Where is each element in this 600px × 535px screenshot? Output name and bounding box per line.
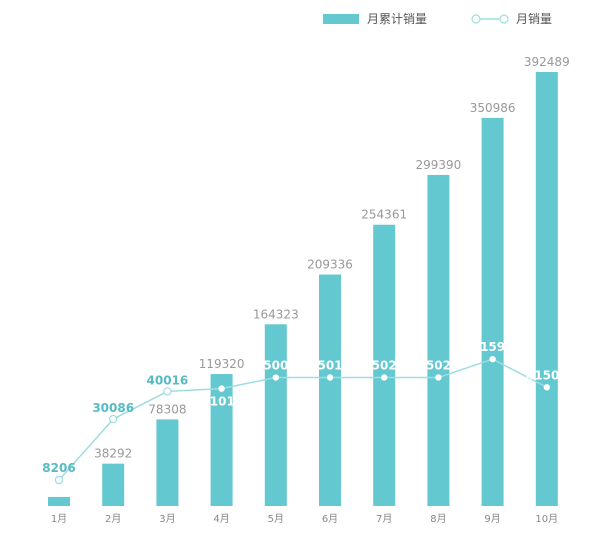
line-point-6 bbox=[326, 374, 334, 381]
x-tick-label-3: 3月 bbox=[159, 513, 175, 525]
line-value-label-8: 45029 bbox=[418, 358, 460, 372]
bar-value-label-5: 164323 bbox=[253, 307, 299, 321]
bar-6 bbox=[319, 274, 341, 506]
bar-value-label-9: 350986 bbox=[470, 101, 516, 115]
line-value-label-7: 45025 bbox=[363, 358, 405, 372]
bar-value-label-2: 38292 bbox=[94, 447, 132, 461]
line-point-4 bbox=[218, 385, 225, 392]
bar-value-label-10: 392489 bbox=[524, 55, 570, 69]
line-point-7 bbox=[381, 374, 388, 381]
line-value-label-2: 30086 bbox=[92, 401, 134, 415]
line-value-label-6: 45013 bbox=[309, 358, 351, 372]
legend-label-cumulative: 月累计销量 bbox=[367, 12, 428, 26]
line-value-label-3: 40016 bbox=[147, 373, 189, 387]
line-point-1 bbox=[54, 475, 64, 485]
bar-value-label-4: 119320 bbox=[199, 357, 245, 371]
x-tick-label-7: 7月 bbox=[376, 513, 392, 525]
line-point-9 bbox=[489, 355, 496, 363]
line-point-10 bbox=[543, 384, 551, 391]
line-value-label-5: 45003 bbox=[255, 359, 297, 373]
monthly-sales-line bbox=[58, 358, 548, 481]
x-tick-label-6: 6月 bbox=[322, 513, 338, 525]
line-point-3 bbox=[163, 387, 172, 396]
bar-value-label-6: 209336 bbox=[307, 258, 353, 272]
legend-item-cumulative: 月累计销量 bbox=[323, 10, 427, 27]
line-value-label-10: 41503 bbox=[526, 368, 568, 382]
bar-9 bbox=[481, 117, 504, 506]
x-tick-label-1: 1月 bbox=[51, 513, 67, 525]
line-point-8 bbox=[435, 374, 442, 381]
bar-2 bbox=[102, 463, 125, 506]
legend-bar-swatch bbox=[323, 13, 359, 24]
x-tick-label-8: 8月 bbox=[430, 513, 446, 525]
legend-item-monthly: 月销量 bbox=[470, 10, 552, 27]
bar-5 bbox=[264, 324, 287, 506]
x-tick-label-10: 10月 bbox=[535, 513, 558, 525]
x-tick-label-5: 5月 bbox=[268, 513, 284, 525]
legend-line-swatch bbox=[470, 13, 510, 25]
x-tick-label-9: 9月 bbox=[484, 513, 500, 525]
bar-8 bbox=[427, 174, 450, 506]
x-tick-label-4: 4月 bbox=[213, 513, 229, 525]
bar-1 bbox=[48, 496, 70, 506]
x-tick-label-2: 2月 bbox=[105, 513, 121, 525]
line-value-label-9: 51596 bbox=[472, 340, 514, 354]
bar-7 bbox=[373, 224, 396, 507]
line-value-label-4: 4101z bbox=[201, 395, 241, 409]
bar-10 bbox=[535, 72, 558, 506]
bar-value-label-7: 254361 bbox=[361, 208, 407, 222]
line-point-5 bbox=[272, 374, 279, 381]
bar-3 bbox=[156, 419, 179, 506]
bar-value-label-3: 78308 bbox=[148, 402, 186, 416]
bar-value-label-8: 299390 bbox=[415, 158, 461, 172]
legend-label-monthly: 月销量 bbox=[516, 12, 553, 26]
line-point-2 bbox=[108, 414, 118, 424]
line-value-label-1: 8206 bbox=[42, 461, 75, 475]
bar-4 bbox=[210, 374, 233, 506]
